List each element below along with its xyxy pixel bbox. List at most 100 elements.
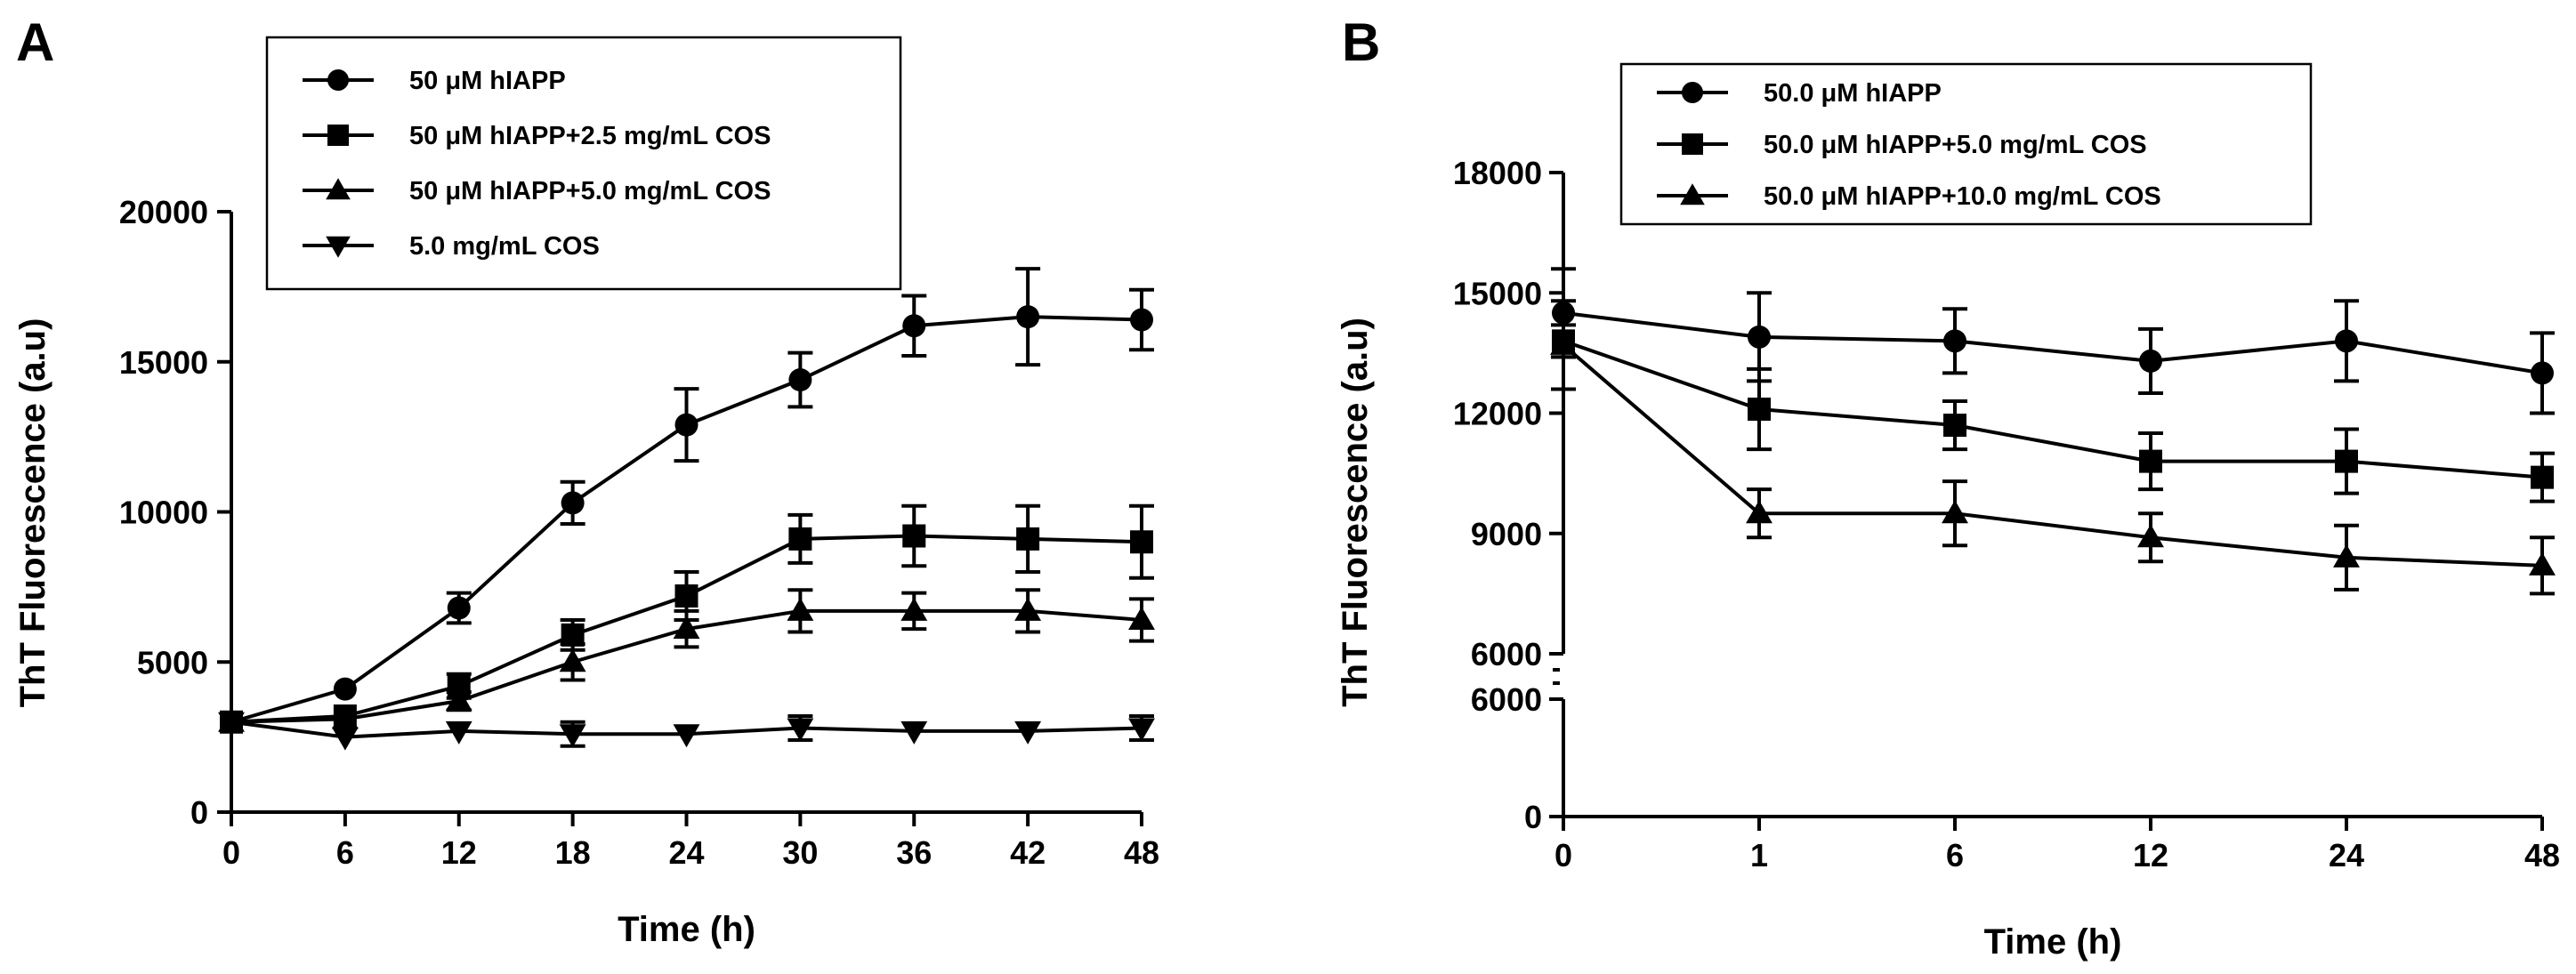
a-series-0-point-8 — [1130, 308, 1153, 332]
a-series-1-point-7 — [1016, 527, 1040, 551]
a-x-tick-label-30: 30 — [782, 834, 818, 871]
a-x-tick-label-24: 24 — [668, 834, 704, 871]
a-series-2-point-1 — [331, 705, 359, 729]
a-series-0-point-1 — [333, 677, 357, 701]
b-legend-marker-1 — [1682, 133, 1703, 155]
a-series-0 — [220, 267, 1154, 734]
a-series-0-point-7 — [1016, 305, 1040, 329]
a-series-2-point-2 — [445, 688, 472, 712]
b-series-0-point-4 — [2335, 329, 2358, 353]
a-series-3-point-3 — [559, 724, 586, 748]
b-legend-box — [1619, 62, 2313, 226]
b-series-0-point-5 — [2531, 361, 2554, 385]
b-legend-label-2: 50.0 μM hIAPP+10.0 mg/mL COS — [1764, 182, 2161, 211]
b-legend-marker-2 — [1680, 183, 1705, 205]
a-series-3-point-2 — [445, 720, 472, 745]
a-x-tick-label-36: 36 — [896, 834, 932, 871]
panel-a-letter: A — [16, 12, 54, 72]
a-series-0-point-3 — [561, 491, 585, 515]
a-series-3-point-0 — [218, 712, 245, 736]
b-series-1 — [1551, 323, 2555, 503]
b-legend-marker-0 — [1682, 82, 1703, 103]
b-series-2 — [1550, 299, 2556, 596]
b-legend: 50.0 μM hIAPP 50.0 μM hIAPP+5.0 mg/mL COS… — [1619, 62, 2313, 226]
a-series-1-point-5 — [788, 527, 812, 551]
b-series-0-line — [1563, 310, 2543, 375]
a-series-1-point-4 — [674, 584, 699, 608]
b-x-tick-label-12: 12 — [2133, 837, 2168, 873]
a-legend-label-2: 50 μM hIAPP+5.0 mg/mL COS — [409, 177, 771, 205]
chart-b: 0 1 6 12 24 48 0 6000 6000 9000 12000 15000 18000 Tim… — [1336, 62, 2560, 962]
b-series-0-point-3 — [2139, 349, 2162, 373]
a-series-2-point-7 — [1014, 597, 1042, 621]
a-series-3-point-8 — [1128, 718, 1155, 742]
a-y-tick-label-0: 0 — [190, 794, 208, 831]
a-series-0-line — [230, 315, 1143, 724]
a-y-tick-label-20000: 20000 — [119, 194, 208, 230]
b-series-1-point-4 — [2335, 449, 2358, 473]
b-y-tick-label-upper-9000: 9000 — [1471, 516, 1542, 552]
a-legend-marker-2 — [326, 178, 351, 200]
b-series-2-point-4 — [2333, 543, 2360, 567]
a-y-tick-label-10000: 10000 — [119, 495, 208, 531]
b-x-tick-label-48: 48 — [2524, 837, 2560, 873]
b-y-axis-title: ThT Fluorescence (a.u) — [1336, 318, 1375, 707]
a-series-0-point-2 — [447, 596, 471, 620]
a-legend-marker-3 — [326, 236, 351, 258]
b-series-0-point-1 — [1748, 325, 1771, 349]
b-y-tick-label-lower-6000: 6000 — [1471, 681, 1542, 718]
a-legend-marker-1 — [327, 125, 349, 146]
a-legend-label-3: 5.0 mg/mL COS — [409, 232, 600, 261]
b-series-2-point-5 — [2529, 551, 2556, 576]
b-x-tick-label-6: 6 — [1946, 837, 1964, 873]
b-series-1-point-3 — [2139, 449, 2162, 473]
b-series-1-point-2 — [1943, 414, 1966, 438]
b-legend-label-1: 50.0 μM hIAPP+5.0 mg/mL COS — [1764, 131, 2147, 159]
a-x-tick-label-42: 42 — [1010, 834, 1046, 871]
a-series-2-point-5 — [787, 597, 814, 621]
a-series-3-point-6 — [900, 720, 928, 745]
b-series-0-point-2 — [1943, 329, 1966, 353]
a-x-axis-title: Time (h) — [618, 910, 755, 949]
b-series-2-point-0 — [1550, 331, 1577, 355]
a-x-tick-label-12: 12 — [441, 834, 477, 871]
a-legend: 50 μM hIAPP 50 μM hIAPP+2.5 mg/mL COS 50 μ… — [265, 36, 902, 291]
b-series-1-line — [1563, 339, 2543, 479]
b-x-tick-label-1: 1 — [1750, 837, 1768, 873]
b-series-0 — [1551, 267, 2555, 415]
a-series-2 — [218, 588, 1155, 732]
b-series-2-point-3 — [2137, 524, 2164, 548]
b-y-tick-label-upper-15000: 15000 — [1453, 275, 1542, 311]
b-series-2-point-1 — [1746, 500, 1773, 524]
a-series-2-point-8 — [1128, 607, 1155, 631]
b-y-tick-label-lower-0: 0 — [1524, 799, 1542, 835]
a-series-0-point-4 — [674, 413, 699, 437]
a-x-tick-label-6: 6 — [336, 834, 354, 871]
a-series-2-point-6 — [900, 597, 928, 621]
a-series-2-point-3 — [559, 648, 586, 672]
a-series-1-point-6 — [902, 524, 926, 548]
b-x-tick-label-0: 0 — [1554, 837, 1572, 873]
a-series-3 — [218, 712, 1155, 751]
a-series-3-point-5 — [787, 718, 814, 742]
b-y-tick-label-upper-12000: 12000 — [1453, 396, 1542, 432]
a-legend-marker-0 — [327, 69, 349, 91]
a-series-2-point-4 — [673, 616, 700, 640]
b-series-1-point-1 — [1748, 397, 1771, 421]
b-series-2-point-2 — [1942, 500, 1968, 524]
a-series-0-point-6 — [902, 314, 926, 338]
a-x-tick-label-18: 18 — [555, 834, 591, 871]
panel-b-letter: B — [1342, 12, 1380, 72]
a-x-tick-label-0: 0 — [222, 834, 240, 871]
b-x-tick-label-24: 24 — [2329, 837, 2364, 873]
a-legend-label-1: 50 μM hIAPP+2.5 mg/mL COS — [409, 122, 771, 150]
a-y-tick-label-15000: 15000 — [119, 344, 208, 381]
b-x-axis-title: Time (h) — [1984, 922, 2122, 962]
b-series-2-line — [1562, 343, 2543, 567]
a-series-3-point-1 — [331, 727, 359, 751]
a-series-3-point-4 — [673, 724, 700, 748]
a-y-axis-title: ThT Fluorescence (a.u) — [13, 318, 52, 708]
b-y-tick-label-upper-6000: 6000 — [1471, 636, 1542, 672]
a-y-tick-label-5000: 5000 — [137, 644, 208, 680]
